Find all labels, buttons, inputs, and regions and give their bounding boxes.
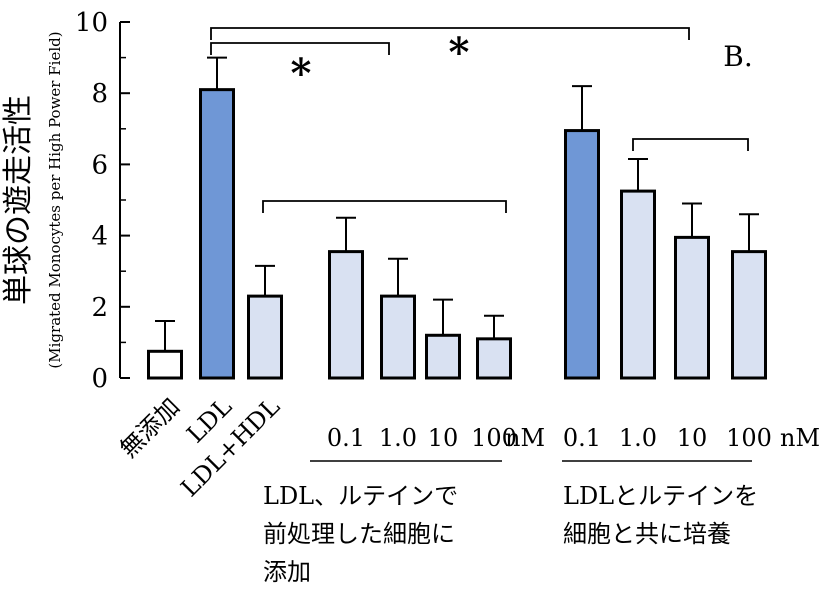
y-tick-label: 2 <box>91 293 108 323</box>
group-label: LDL、ルテインで <box>263 482 458 510</box>
axes: 0 2 4 6 8 10 単球の遊走活性 (Migrated Monocytes per Hi… <box>1 8 130 394</box>
group-label: 添加 <box>263 558 311 586</box>
y-tick-label: 0 <box>91 364 108 394</box>
x-unit-label: nM <box>505 424 545 452</box>
bracket <box>210 27 690 40</box>
significance-star: * <box>291 50 312 97</box>
x-concentration-label: 100 <box>471 424 517 452</box>
group-label: LDLとルテインを <box>563 482 758 510</box>
bar <box>620 189 656 380</box>
bar <box>147 349 183 380</box>
y-tick-label: 8 <box>91 79 108 109</box>
y-tick-label: 4 <box>91 222 108 252</box>
x-concentration-label: 100 <box>726 424 772 452</box>
y-tick-label: 6 <box>91 150 108 180</box>
y-axis-sublabel: (Migrated Monocytes per High Power Field… <box>46 31 64 368</box>
x-concentration-label: 1.0 <box>619 424 657 452</box>
x-concentration-label: 1.0 <box>379 424 417 452</box>
bar <box>380 294 416 380</box>
x-concentration-label: 0.1 <box>563 424 601 452</box>
bar <box>247 294 283 380</box>
bar <box>328 250 364 380</box>
bars <box>147 56 767 380</box>
panel-label: B. <box>723 40 752 73</box>
x-unit-label: nM <box>780 424 820 452</box>
x-concentration-label: 10 <box>428 424 459 452</box>
x-category-label: 無添加 <box>115 392 186 463</box>
significance-star: * <box>449 29 470 76</box>
x-concentration-label: 10 <box>677 424 708 452</box>
y-axis-label: 単球の遊走活性 <box>1 95 36 305</box>
x-concentration-label: 0.1 <box>327 424 365 452</box>
group-label: 細胞と共に培養 <box>563 520 731 548</box>
group-label: 前処理した細胞に <box>263 520 455 548</box>
bracket <box>632 138 749 151</box>
bar <box>731 250 767 380</box>
y-tick-label: 10 <box>75 8 108 38</box>
bar <box>564 129 600 380</box>
bar <box>476 337 512 380</box>
bar <box>674 235 710 380</box>
bracket <box>210 42 390 55</box>
bracket <box>262 200 507 213</box>
bar <box>425 333 461 380</box>
bar <box>199 88 235 380</box>
significance-brackets: * * <box>210 27 749 213</box>
